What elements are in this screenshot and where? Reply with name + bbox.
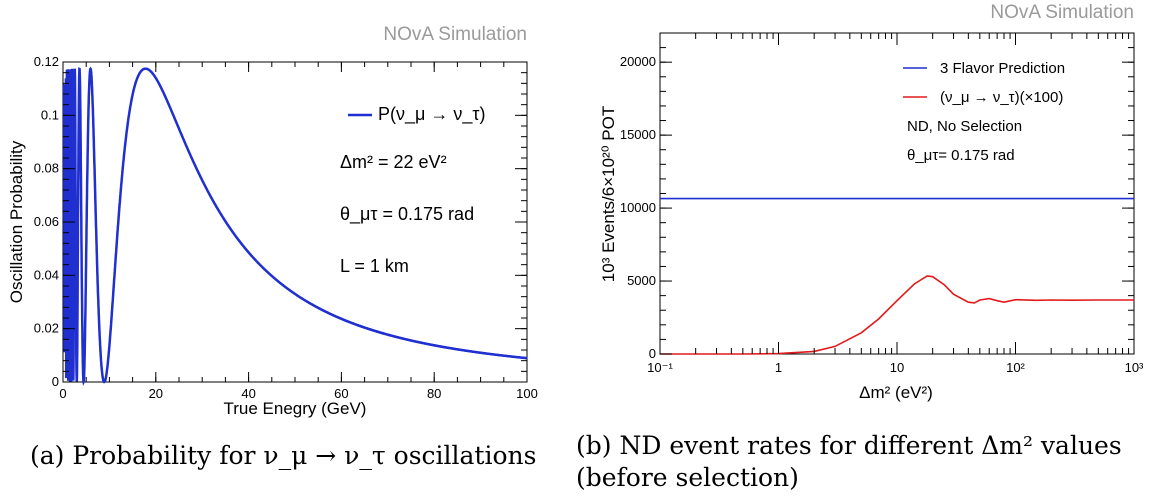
annotation-dm2: Δm² = 22 eV² [340,152,447,172]
x-tick-label-b: 10⁻¹ [647,360,673,375]
x-tick-label-b: 10 [890,360,904,375]
x-tick-label-a: 60 [334,386,348,401]
plot-frame-b [659,32,1135,355]
x-tick-label-a: 20 [149,386,163,401]
y-tick-label-a: 0.12 [34,54,59,69]
y-tick-label-b: 20000 [620,54,656,69]
watermark-b: NOvA Simulation [990,2,1134,23]
axis-ticks-b: 10⁻¹ 1 10 10² 10³ 0 5000 10000 15000 20000 [620,32,1144,375]
legend-label-numu-nutau: (ν_μ → ν_τ)(×100) [940,89,1063,106]
y-tick-label-a: 0.02 [34,321,59,336]
y-tick-label-a: 0.04 [34,267,59,282]
x-axis-label-a: True Enegry (GeV) [224,399,367,418]
y-tick-label-a: 0 [52,374,59,389]
x-tick-label-b: 10³ [1125,360,1144,375]
annotation-theta-a: θ_μτ = 0.175 rad [340,204,474,225]
axis-ticks-a: 0 20 40 60 80 100 0 0.02 0.04 0.06 0.08 0.1 0.12 [34,54,538,401]
y-tick-label-b: 0 [649,346,656,361]
annotation-baseline: L = 1 km [340,256,409,276]
y-tick-label-b: 15000 [620,127,656,142]
y-axis-label-a: Oscillation Probability [7,140,26,303]
probability-curve [62,66,528,386]
y-tick-label-b: 10000 [620,200,656,215]
y-tick-label-b: 5000 [627,273,656,288]
annotation-selection: ND, No Selection [907,118,1022,135]
x-tick-label-a: 0 [59,386,66,401]
y-tick-label-a: 0.06 [34,214,59,229]
chart-b: 10⁻¹ 1 10 10² 10³ 0 5000 10000 15000 20000 Δm² (e… [599,32,1144,402]
y-axis-label-b: 10³ Events/6×10²⁰ POT [599,106,618,282]
x-tick-label-a: 40 [241,386,255,401]
x-tick-label-b: 1 [775,360,782,375]
annotation-theta-b: θ_μτ= 0.175 rad [907,147,1015,164]
x-tick-label-a: 100 [516,386,538,401]
chart-a: 0 20 40 60 80 100 0 0.02 0.04 0.06 0.08 0.1 0.12 Tru… [7,54,538,418]
y-tick-label-a: 0.1 [41,107,59,122]
x-tick-label-b: 10² [1006,360,1025,375]
caption-b: (b) ND event rates for different Δm² val… [576,431,1122,492]
x-axis-label-b: Δm² (eV²) [859,383,933,402]
watermark-a: NOvA Simulation [383,24,527,45]
caption-a: (a) Probability for ν_μ → ν_τ oscillatio… [30,441,537,470]
numu-nutau-curve [660,275,1134,355]
y-tick-label-a: 0.08 [34,161,59,176]
legend-label-a: P(ν_μ → ν_τ) [378,104,486,125]
legend-label-3flavor: 3 Flavor Prediction [940,60,1065,77]
x-tick-label-a: 80 [427,386,441,401]
